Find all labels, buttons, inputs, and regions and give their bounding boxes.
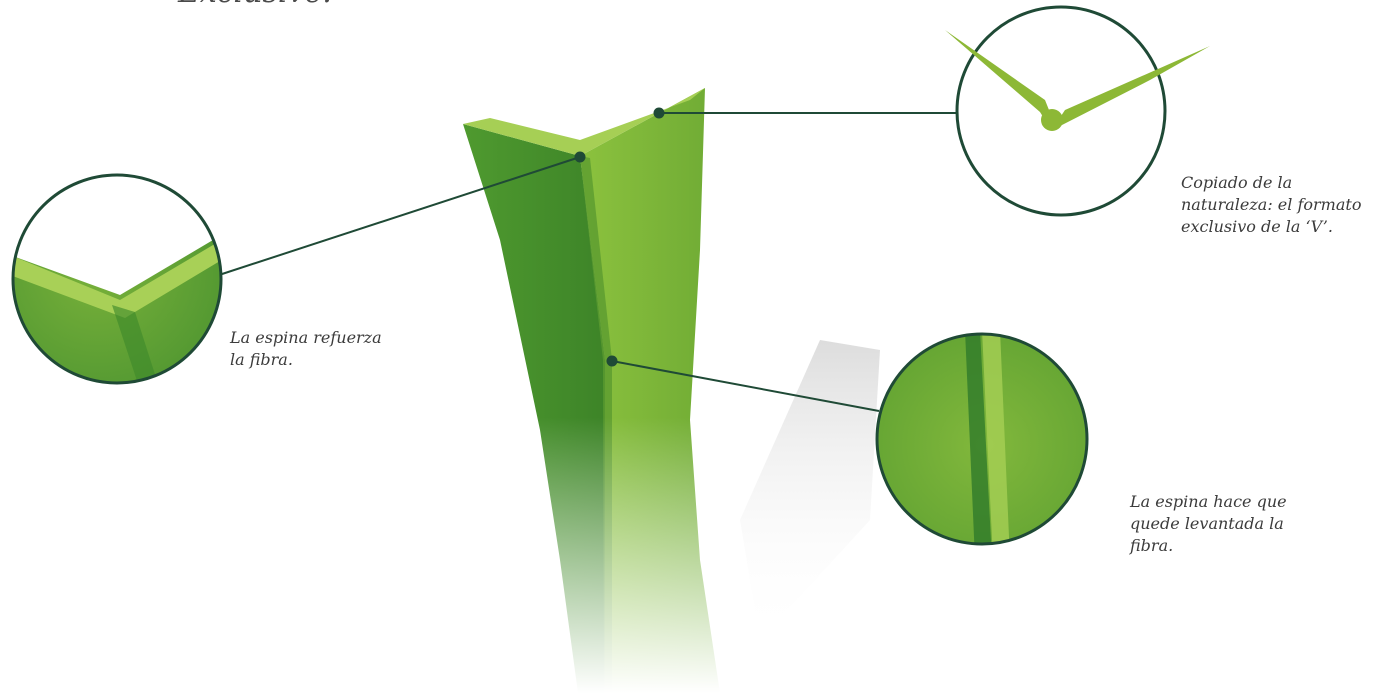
caption-line: naturaleza: el formato	[1181, 195, 1362, 214]
caption-line: fibra.	[1130, 536, 1174, 555]
caption-line: Copiado de la	[1181, 173, 1293, 192]
caption-line: exclusivo de la ‘V’.	[1181, 217, 1333, 236]
caption-spine-lifts: La espina hace que quede levantada la fi…	[1130, 491, 1287, 557]
caption-line: La espina refuerza	[230, 328, 382, 347]
caption-line: quede levantada la	[1130, 514, 1284, 533]
caption-v-shape: Copiado de la naturaleza: el formato exc…	[1181, 172, 1361, 238]
page-heading: Exclusive.	[178, 0, 332, 8]
caption-spine-reinforces: La espina refuerza la fibra.	[230, 327, 382, 371]
caption-line: la fibra.	[230, 350, 293, 369]
caption-line: La espina hace que	[1130, 492, 1287, 511]
